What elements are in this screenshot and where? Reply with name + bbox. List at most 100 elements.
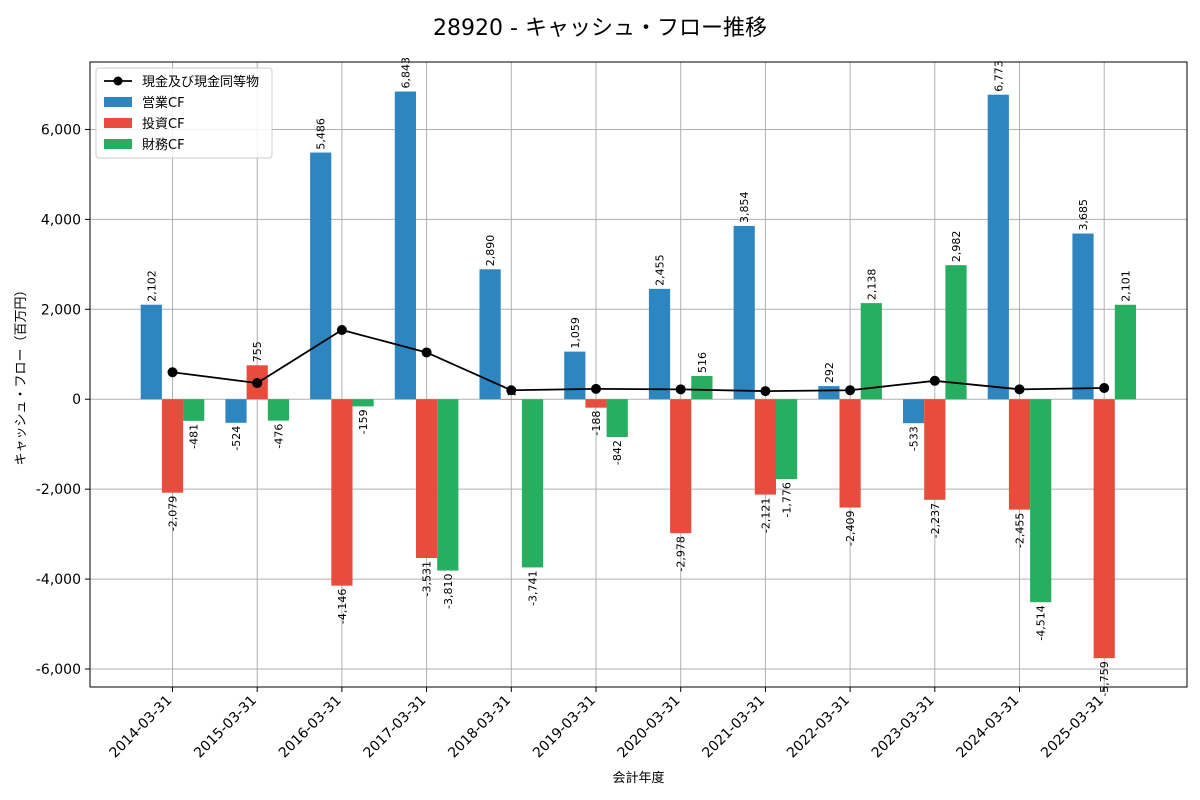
bar-営業CF-2015-03-31 <box>225 399 247 423</box>
bar-value-label: 2,101 <box>1119 270 1132 302</box>
bar-value-label: -524 <box>230 426 243 451</box>
legend-swatch-営業CF <box>104 97 132 107</box>
bar-value-label: -3,810 <box>442 574 455 609</box>
bar-value-label: -2,409 <box>844 511 857 546</box>
bar-財務CF-2021-03-31 <box>776 399 798 480</box>
cash-point-2014-03-31 <box>167 367 178 378</box>
cash-line-path <box>172 329 1105 393</box>
cash-point-2019-03-31 <box>591 383 601 394</box>
bar-財務CF-2017-03-31 <box>437 399 459 571</box>
bar-営業CF-2020-03-31 <box>648 288 671 400</box>
bar-value-label: 3,854 <box>738 191 751 223</box>
bar-投資CF-2023-03-31 <box>924 399 946 500</box>
bar-value-label: -1,776 <box>781 482 794 517</box>
bar-value-label: -3,741 <box>527 570 540 605</box>
bar-営業CF-2021-03-31 <box>733 225 755 400</box>
legend-label: 財務CF <box>142 138 185 153</box>
bar-投資CF-2024-03-31 <box>1008 399 1031 510</box>
x-tick-label: 2016-03-31 <box>276 693 345 762</box>
bar-営業CF-2014-03-31 <box>140 304 162 400</box>
bar-value-label: -481 <box>188 424 201 449</box>
plot-frame <box>89 61 1188 688</box>
bar-value-label: -5,759 <box>1098 661 1111 696</box>
bar-財務CF-2018-03-31 <box>521 399 544 568</box>
x-tick-label: 2025-03-31 <box>1038 693 1107 762</box>
cash-point-2016-03-31 <box>336 324 347 335</box>
bar-value-label: 2,982 <box>950 231 963 263</box>
cash-line <box>167 324 1110 397</box>
y-tick-label: 6,000 <box>41 122 81 138</box>
bar-投資CF-2025-03-31 <box>1093 399 1115 659</box>
bars <box>140 91 1136 659</box>
chart-title: 28920 - キャッシュ・フロー推移 <box>433 16 767 41</box>
legend-marker <box>113 76 123 86</box>
bar-value-label: 2,102 <box>145 270 158 302</box>
bar-value-label: -4,514 <box>1035 605 1048 640</box>
bar-投資CF-2020-03-31 <box>670 399 692 534</box>
bar-営業CF-2022-03-31 <box>818 386 840 400</box>
bar-営業CF-2019-03-31 <box>564 351 586 400</box>
bar-value-label: -4,146 <box>336 589 349 624</box>
bar-財務CF-2019-03-31 <box>606 399 628 438</box>
bar-value-label: 755 <box>251 341 264 362</box>
bar-財務CF-2015-03-31 <box>267 399 289 421</box>
cash-point-2017-03-31 <box>421 347 432 358</box>
x-tick-label: 2019-03-31 <box>530 693 599 762</box>
bar-財務CF-2020-03-31 <box>691 376 713 400</box>
bar-value-label: 6,773 <box>992 60 1005 92</box>
y-tick-label: -2,000 <box>36 482 81 498</box>
bar-labels: 2,102 -524 5,486 6,843 2,890 1,059 2,455 3,854 2… <box>145 57 1132 697</box>
bar-営業CF-2023-03-31 <box>903 399 925 424</box>
bar-value-label: -842 <box>611 440 624 465</box>
y-tick-label: 0 <box>72 392 81 408</box>
bar-value-label: 2 <box>505 389 518 396</box>
cash-point-2018-03-31 <box>506 385 517 396</box>
bar-財務CF-2016-03-31 <box>352 399 374 407</box>
bar-value-label: -2,121 <box>759 498 772 533</box>
cash-point-2023-03-31 <box>929 375 940 386</box>
bar-value-label: -159 <box>357 409 370 434</box>
legend-label: 現金及び現金同等物 <box>142 74 259 90</box>
bar-営業CF-2025-03-31 <box>1072 233 1094 400</box>
legend-label: 営業CF <box>142 95 185 111</box>
bar-value-label: 2,455 <box>654 254 667 286</box>
bar-value-label: 5,486 <box>315 118 328 150</box>
legend-swatch-投資CF <box>104 118 132 128</box>
cash-point-2021-03-31 <box>760 386 771 397</box>
legend-box <box>95 67 273 159</box>
x-tick-label: 2022-03-31 <box>784 693 853 762</box>
cash-point-2022-03-31 <box>845 385 856 396</box>
cash-point-2024-03-31 <box>1014 384 1025 395</box>
cash-point-2025-03-31 <box>1099 382 1110 393</box>
bar-value-label: -2,079 <box>167 496 180 531</box>
bar-投資CF-2017-03-31 <box>416 399 438 558</box>
x-tick-label: 2014-03-31 <box>106 693 175 762</box>
y-tick-label: 2,000 <box>41 302 81 318</box>
bar-財務CF-2024-03-31 <box>1030 399 1052 603</box>
x-tick-label: 2018-03-31 <box>445 693 514 762</box>
bar-value-label: -2,237 <box>929 503 942 538</box>
bar-営業CF-2017-03-31 <box>394 91 416 400</box>
bar-投資CF-2018-03-31 <box>500 399 522 400</box>
bar-value-label: 2,138 <box>865 269 878 301</box>
x-tick-label: 2020-03-31 <box>615 693 684 762</box>
bar-value-label: -533 <box>908 426 921 451</box>
legend-swatch-財務CF <box>104 139 132 149</box>
bar-財務CF-2014-03-31 <box>183 399 205 421</box>
bar-value-label: -2,455 <box>1014 513 1027 548</box>
y-tick-label: 4,000 <box>41 212 81 228</box>
x-axis-label: 会計年度 <box>612 770 664 786</box>
x-tick-label: 2024-03-31 <box>953 693 1022 762</box>
bar-value-label: 516 <box>696 352 709 373</box>
bar-投資CF-2021-03-31 <box>754 399 776 495</box>
bar-営業CF-2018-03-31 <box>479 269 501 400</box>
bar-営業CF-2024-03-31 <box>987 94 1009 400</box>
bar-value-label: 3,685 <box>1077 199 1090 231</box>
bar-value-label: 292 <box>823 362 836 383</box>
bar-投資CF-2019-03-31 <box>585 399 607 408</box>
bar-value-label: 2,890 <box>484 235 497 266</box>
y-axis-label: キャッシュ・フロー（百万円） <box>14 283 29 465</box>
bar-value-label: -3,531 <box>421 561 434 596</box>
y-tick-label: -4,000 <box>36 572 81 588</box>
